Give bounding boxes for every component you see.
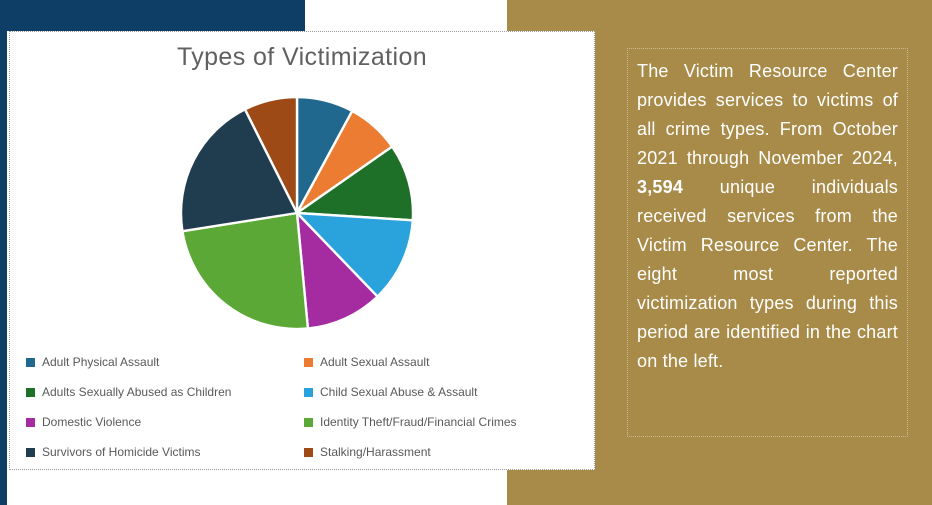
legend-item: Survivors of Homicide Victims [26, 445, 304, 459]
info-text-after: unique individuals received services fro… [637, 177, 898, 371]
legend-item: Adult Physical Assault [26, 355, 304, 369]
legend-label: Identity Theft/Fraud/Financial Crimes [320, 415, 517, 429]
legend-swatch [26, 417, 35, 427]
legend-label: Domestic Violence [42, 415, 142, 429]
legend-label: Child Sexual Abuse & Assault [320, 385, 478, 399]
chart-legend: Adult Physical Assault Adult Sexual Assau… [26, 347, 582, 467]
legend-label: Stalking/Harassment [320, 445, 431, 459]
pie-chart [179, 95, 415, 331]
pie-slice [295, 211, 379, 330]
legend-item: Child Sexual Abuse & Assault [304, 385, 582, 399]
legend-swatch [26, 447, 35, 457]
chart-title: Types of Victimization [176, 43, 428, 71]
legend-swatch [304, 387, 313, 397]
pie-slice [295, 145, 415, 222]
pie-slice [243, 95, 299, 215]
legend-label: Survivors of Homicide Victims [42, 445, 201, 459]
navy-top-bar [0, 0, 305, 31]
pie-slice [181, 211, 310, 331]
pie-slice [179, 108, 299, 233]
legend-item: Identity Theft/Fraud/Financial Crimes [304, 415, 582, 429]
legend-label: Adult Physical Assault [42, 355, 160, 369]
info-text-before: The Victim Resource Center provides serv… [637, 61, 898, 168]
legend-item: Adult Sexual Assault [304, 355, 582, 369]
legend-swatch [26, 357, 35, 367]
legend-label: Adults Sexually Abused as Children [42, 385, 232, 399]
navy-left-strip [0, 0, 7, 505]
legend-swatch [304, 357, 313, 367]
legend-item: Domestic Violence [26, 415, 304, 429]
legend-swatch [304, 447, 313, 457]
legend-item: Adults Sexually Abused as Children [26, 385, 304, 399]
legend-swatch [304, 417, 313, 427]
legend-item: Stalking/Harassment [304, 445, 582, 459]
legend-swatch [26, 387, 35, 397]
info-text-highlight: 3,594 [637, 177, 684, 197]
pie-slice [295, 211, 414, 298]
legend-label: Adult Sexual Assault [320, 355, 430, 369]
info-text-frame: The Victim Resource Center provides serv… [627, 48, 908, 437]
info-paragraph: The Victim Resource Center provides serv… [637, 57, 898, 376]
chart-card: Types of Victimization Adult Physical As… [9, 31, 595, 470]
